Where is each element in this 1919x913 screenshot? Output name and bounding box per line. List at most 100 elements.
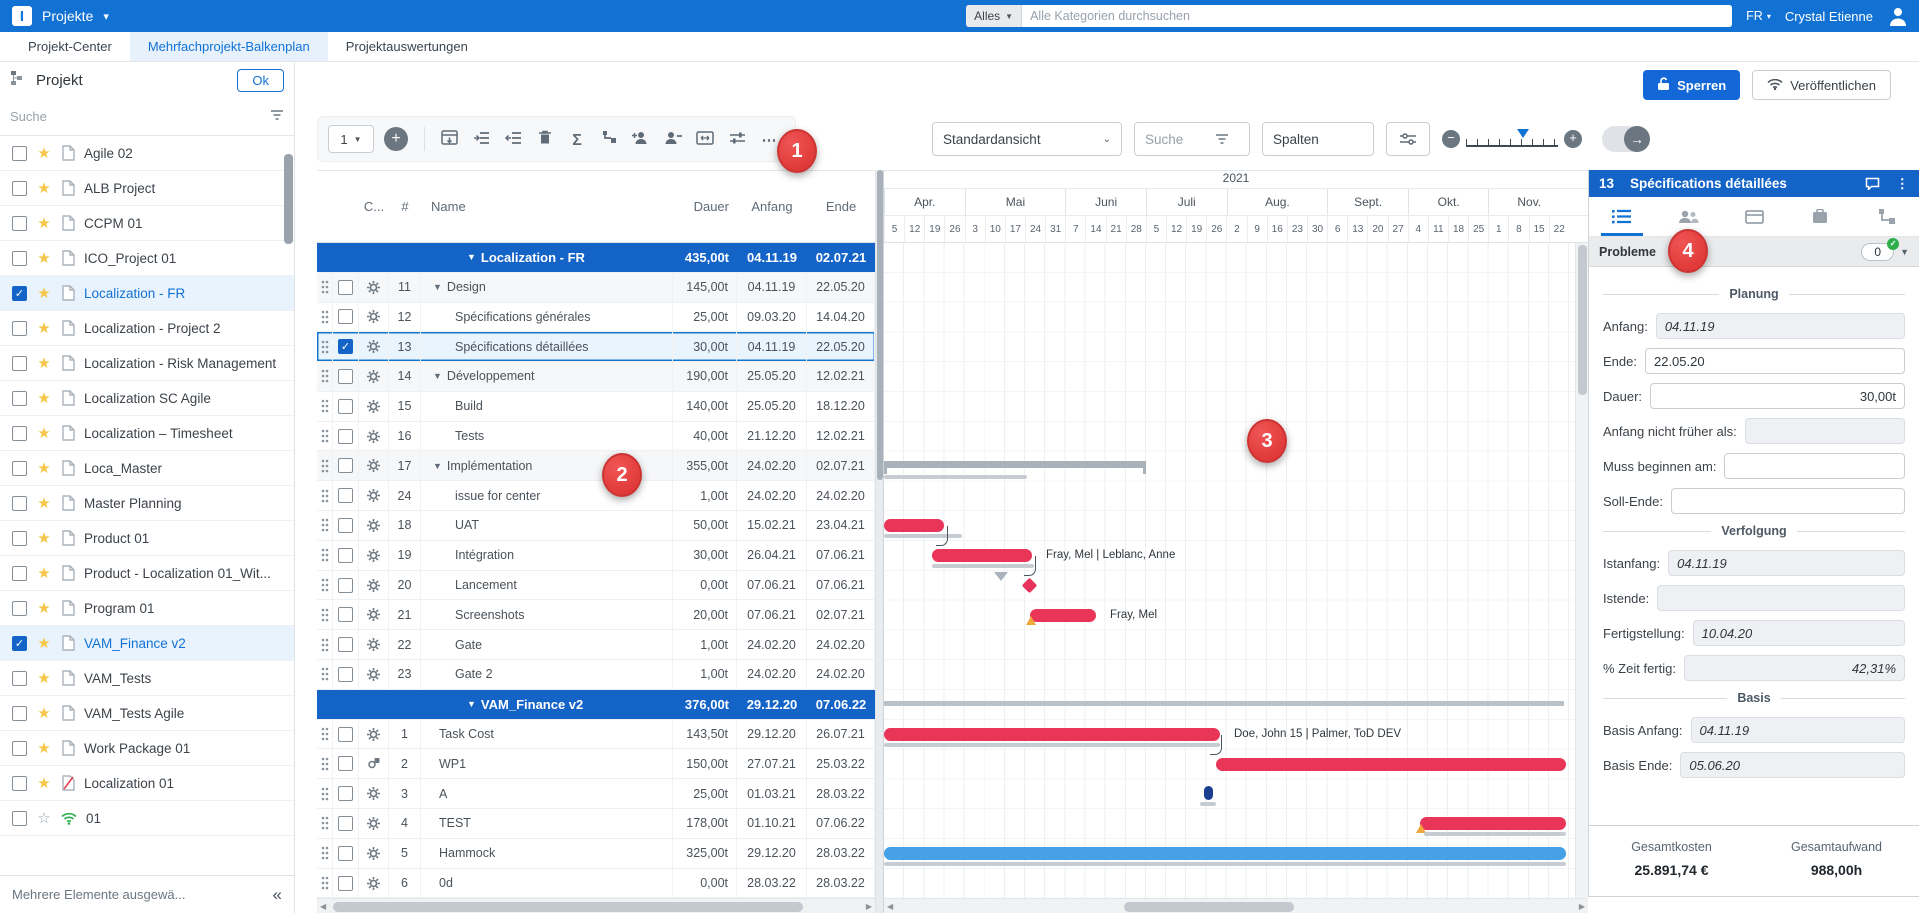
row-checkbox[interactable] <box>338 547 353 563</box>
project-item[interactable]: ★ Product 01 <box>0 521 294 556</box>
table-horizontal-scrollbar[interactable]: ◀ ▶ <box>317 898 875 913</box>
project-item[interactable]: ★ Localization - Risk Management <box>0 346 294 381</box>
task-row[interactable]: 20 Lancement 0,00t 07.06.21 07.06.21 <box>317 570 875 601</box>
add-task-button[interactable]: + <box>384 127 408 151</box>
drag-handle-icon[interactable] <box>317 332 333 362</box>
row-checkbox[interactable] <box>338 458 353 474</box>
task-row[interactable]: 22 Gate 1,00t 24.02.20 24.02.20 <box>317 630 875 661</box>
detail-tab-resources[interactable] <box>1655 197 1721 236</box>
star-icon[interactable]: ★ <box>37 285 51 302</box>
row-checkbox[interactable] <box>338 815 353 831</box>
problems-bar[interactable]: Probleme 0 ✓ ▼ <box>1589 237 1919 267</box>
project-item[interactable]: ★ Product - Localization 01_Wit... <box>0 556 294 591</box>
ok-button[interactable]: Ok <box>237 68 284 92</box>
task-row[interactable]: 2 WP1 150,00t 27.07.21 25.03.22 <box>317 749 875 780</box>
row-checkbox[interactable] <box>338 309 353 325</box>
fit-width-icon[interactable] <box>689 124 721 152</box>
star-icon[interactable]: ★ <box>37 215 51 232</box>
row-checkbox[interactable]: ✓ <box>338 339 353 355</box>
table-vertical-scrollbar[interactable] <box>875 170 884 913</box>
drag-handle-icon[interactable] <box>317 451 333 481</box>
drag-handle-icon[interactable] <box>317 272 333 302</box>
gear-icon[interactable] <box>359 451 389 481</box>
star-icon[interactable]: ★ <box>37 320 51 337</box>
project-checkbox[interactable] <box>12 705 27 721</box>
display-settings-button[interactable] <box>1386 122 1430 156</box>
sum-icon[interactable]: Σ <box>572 131 582 149</box>
project-item[interactable]: ★ Localization 01 <box>0 766 294 801</box>
gear-icon[interactable] <box>359 302 389 332</box>
tab-mehrfachprojekt-balkenplan[interactable]: Mehrfachprojekt-Balkenplan <box>129 32 328 61</box>
field-input-ende-[interactable]: 22.05.20 <box>1644 348 1905 374</box>
tab-projektauswertungen[interactable]: Projektauswertungen <box>345 39 468 54</box>
gear-icon[interactable] <box>359 719 389 749</box>
gear-icon[interactable] <box>359 630 389 660</box>
project-item[interactable]: ★ Work Package 01 <box>0 731 294 766</box>
sidebar-scrollbar[interactable] <box>284 138 293 862</box>
task-row[interactable]: 24 issue for center 1,00t 24.02.20 24.02.20 <box>317 481 875 512</box>
detail-tab-clipboard[interactable] <box>1787 197 1853 236</box>
project-item[interactable]: ☆ 01 <box>0 801 294 836</box>
comment-icon[interactable] <box>1865 177 1880 190</box>
gantt-bar-blue[interactable] <box>884 846 1566 860</box>
task-row[interactable]: 15 Build 140,00t 25.05.20 18.12.20 <box>317 391 875 422</box>
field-input-dauer-[interactable]: 30,00t <box>1650 383 1905 409</box>
gear-icon[interactable] <box>359 362 389 391</box>
task-row[interactable]: ✓ 13 Spécifications détaillées 30,00t 04.11.… <box>317 332 875 363</box>
gear-icon[interactable] <box>359 332 389 362</box>
project-item[interactable]: ★ Agile 02 <box>0 136 294 171</box>
star-icon[interactable]: ★ <box>37 670 51 687</box>
task-row[interactable]: 14 ▼ Développement 190,00t 25.05.20 12.02.21 <box>317 362 875 392</box>
task-row[interactable]: 6 0d 0,00t 28.03.22 28.03.22 <box>317 868 875 899</box>
column-anfang[interactable]: Anfang <box>751 198 793 214</box>
task-row[interactable]: 18 UAT 50,00t 15.02.21 23.04.21 <box>317 511 875 541</box>
gantt-bar-red[interactable] <box>884 727 1220 741</box>
star-icon[interactable]: ★ <box>37 145 51 162</box>
drag-handle-icon[interactable] <box>317 540 333 570</box>
gear-icon[interactable] <box>359 481 389 511</box>
task-row[interactable]: 5 Hammock 325,00t 29.12.20 28.03.22 <box>317 838 875 869</box>
level-select[interactable]: 1 ▼ <box>328 125 374 153</box>
project-checkbox[interactable] <box>12 775 27 791</box>
row-checkbox[interactable] <box>338 756 353 772</box>
project-item[interactable]: ★ Localization - Project 2 <box>0 311 294 346</box>
drag-handle-icon[interactable] <box>317 838 333 868</box>
star-icon[interactable]: ★ <box>37 705 51 722</box>
drag-handle-icon[interactable] <box>317 511 333 540</box>
star-icon[interactable]: ★ <box>37 775 51 792</box>
star-icon[interactable]: ★ <box>37 740 51 757</box>
gear-icon[interactable] <box>359 838 389 868</box>
project-checkbox[interactable] <box>12 215 27 231</box>
row-checkbox[interactable] <box>338 488 353 504</box>
drag-handle-icon[interactable] <box>317 719 333 749</box>
gantt-search-input[interactable] <box>1145 131 1209 147</box>
outdent-icon[interactable] <box>497 124 529 152</box>
gantt-bar-red[interactable] <box>1026 608 1096 625</box>
kebab-menu-icon[interactable]: ⋮ <box>1895 175 1910 191</box>
row-checkbox[interactable] <box>338 875 353 891</box>
detail-tab-fields[interactable] <box>1589 197 1655 236</box>
project-checkbox[interactable] <box>12 145 27 161</box>
task-row[interactable]: 3 A 25,00t 01.03.21 28.03.22 <box>317 779 875 810</box>
gear-icon[interactable] <box>359 809 389 838</box>
project-checkbox[interactable] <box>12 320 27 336</box>
lock-button[interactable]: Sperren <box>1643 70 1741 100</box>
row-checkbox[interactable] <box>338 398 353 414</box>
gantt-bar-red[interactable] <box>884 519 944 533</box>
project-checkbox[interactable] <box>12 355 27 371</box>
project-item[interactable]: ★ ALB Project <box>0 171 294 206</box>
project-checkbox[interactable] <box>12 600 27 616</box>
project-checkbox[interactable] <box>12 740 27 756</box>
tab-projekt-center[interactable]: Projekt-Center <box>28 39 112 54</box>
gantt-bar-red[interactable] <box>1216 757 1566 771</box>
drag-handle-icon[interactable] <box>317 302 333 332</box>
collapse-sidebar-icon[interactable]: « <box>272 884 282 904</box>
column-name[interactable]: Name <box>431 198 466 214</box>
detail-tab-links[interactable] <box>1853 197 1919 236</box>
gear-icon[interactable] <box>359 570 389 600</box>
project-checkbox[interactable] <box>12 250 27 266</box>
project-checkbox[interactable]: ✓ <box>12 285 27 301</box>
gear-icon[interactable] <box>359 779 389 809</box>
zoom-in-button[interactable]: + <box>1564 130 1582 148</box>
project-item[interactable]: ★ Loca_Master <box>0 451 294 486</box>
